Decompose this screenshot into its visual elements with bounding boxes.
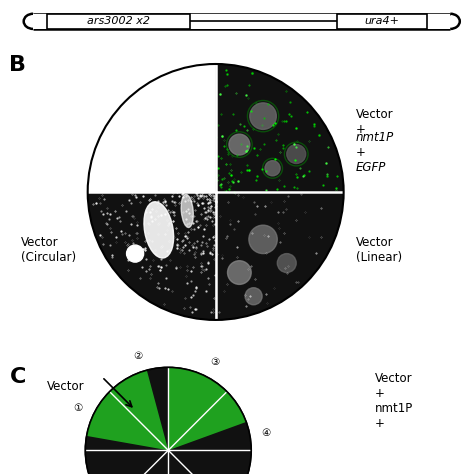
Text: Vector
+: Vector +	[356, 108, 393, 136]
Wedge shape	[216, 192, 344, 320]
FancyBboxPatch shape	[47, 14, 190, 29]
Text: Vector
(Linear): Vector (Linear)	[356, 236, 401, 264]
Circle shape	[228, 261, 251, 284]
Wedge shape	[88, 192, 216, 320]
Text: Vector
+
nmt1P
+: Vector + nmt1P +	[374, 372, 413, 430]
FancyBboxPatch shape	[337, 14, 427, 29]
Text: C: C	[9, 367, 26, 387]
Wedge shape	[216, 64, 344, 192]
Circle shape	[245, 288, 262, 305]
Circle shape	[85, 367, 251, 474]
Text: Vector
(Circular): Vector (Circular)	[21, 236, 76, 264]
Text: ②: ②	[133, 351, 142, 361]
Wedge shape	[87, 370, 168, 450]
Text: Vector: Vector	[47, 380, 85, 393]
Text: B: B	[9, 55, 27, 74]
Wedge shape	[168, 367, 246, 450]
FancyBboxPatch shape	[33, 14, 450, 29]
Text: ura4+: ura4+	[364, 16, 399, 27]
Circle shape	[229, 134, 250, 155]
Ellipse shape	[181, 194, 193, 228]
Circle shape	[287, 145, 306, 164]
Circle shape	[250, 103, 276, 129]
Text: ③: ③	[210, 357, 219, 367]
Circle shape	[265, 161, 280, 176]
Circle shape	[249, 225, 277, 254]
Text: nmt1P
+
EGFP: nmt1P + EGFP	[356, 131, 394, 174]
Text: ars3002 x2: ars3002 x2	[87, 16, 150, 27]
Text: ④: ④	[262, 428, 271, 438]
Circle shape	[127, 245, 144, 262]
Text: ①: ①	[73, 403, 82, 413]
Wedge shape	[88, 64, 216, 192]
Ellipse shape	[144, 202, 173, 258]
Circle shape	[277, 254, 296, 273]
